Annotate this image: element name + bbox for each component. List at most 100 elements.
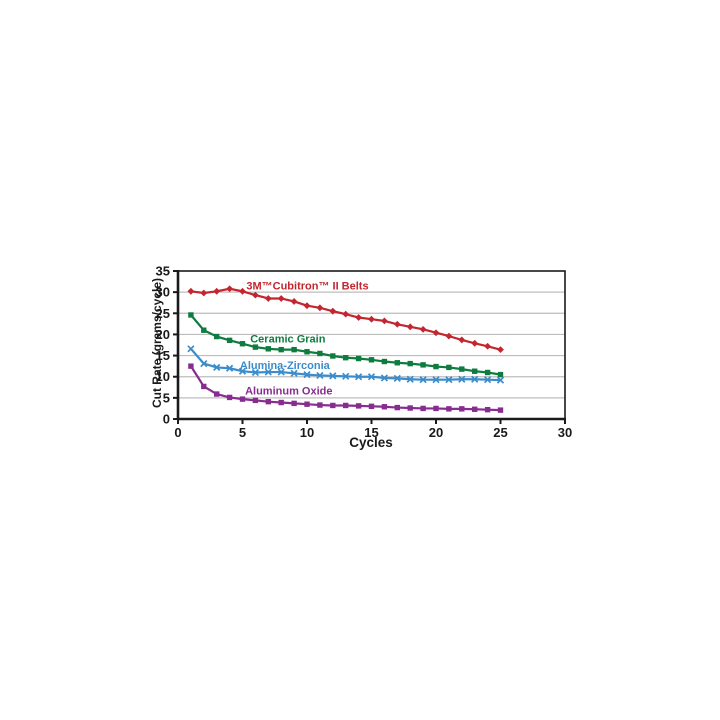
series-marker (342, 372, 350, 380)
x-tick-label-25: 25 (493, 425, 507, 440)
series-marker (303, 370, 311, 379)
series-marker (304, 401, 310, 407)
series-marker (252, 397, 259, 404)
series-marker (483, 376, 492, 384)
series-marker (432, 376, 440, 384)
y-tick-label-25: 25 (156, 306, 170, 321)
series-marker (471, 375, 479, 383)
x-tick-label-0: 0 (174, 425, 181, 440)
series-label: Ceramic Grain (250, 333, 325, 345)
series-marker (355, 403, 362, 409)
series-marker (471, 339, 479, 347)
series-marker (187, 345, 195, 353)
series-marker (380, 374, 389, 382)
series-marker (355, 314, 362, 321)
series-marker (316, 304, 324, 312)
series-marker (343, 402, 349, 409)
series-marker (329, 307, 337, 315)
y-tick-label-35: 35 (156, 264, 170, 279)
series-marker (200, 360, 208, 368)
series-marker (201, 327, 207, 333)
series-marker (342, 310, 350, 318)
series-marker (497, 407, 504, 413)
x-tick-label-20: 20 (429, 425, 443, 440)
series-label: Alumina-Zirconia (240, 360, 331, 372)
series-marker (239, 341, 246, 347)
series-marker (458, 375, 466, 383)
series-marker (290, 369, 298, 377)
y-tick-label-20: 20 (156, 327, 170, 342)
series-marker (239, 396, 246, 402)
series-marker (484, 369, 491, 376)
series-marker (393, 320, 401, 328)
series-line (189, 287, 502, 351)
series-marker (316, 371, 324, 380)
series-marker (213, 363, 221, 372)
series-marker (472, 406, 478, 412)
plot-frame (177, 270, 566, 420)
series-marker (354, 373, 363, 381)
series-marker (433, 363, 439, 370)
series-marker (367, 373, 376, 381)
series-marker (188, 312, 194, 318)
y-tick-label-15: 15 (156, 348, 170, 363)
series-marker (497, 346, 504, 354)
series-marker (290, 298, 298, 305)
series-marker (368, 357, 375, 363)
y-axis-title: Cut Rate (grams/cycle) (150, 277, 164, 409)
series-marker (343, 354, 349, 361)
series-marker (226, 285, 233, 293)
series-marker (225, 364, 234, 372)
series-marker (291, 400, 297, 407)
series-marker (188, 363, 194, 369)
series-marker (419, 325, 427, 333)
series-marker (458, 336, 466, 344)
series-marker (330, 402, 336, 409)
series-marker (264, 295, 272, 302)
series-ceramic-grain: Ceramic Grain (188, 312, 504, 378)
series-marker (394, 404, 400, 411)
series-marker (330, 353, 336, 359)
series-marker (264, 368, 272, 376)
series-marker (496, 376, 505, 384)
series-marker (277, 295, 285, 302)
series-marker (329, 372, 337, 380)
x-tick-label-10: 10 (300, 425, 314, 440)
series-aluminum-oxide: Aluminum Oxide (188, 363, 504, 413)
series-marker (226, 394, 233, 401)
series-alumina-zirconia: Alumina-Zirconia (187, 345, 505, 384)
series-marker (432, 329, 440, 337)
series-marker (226, 337, 233, 344)
y-tick-label-0: 0 (163, 412, 170, 427)
x-tick-label-5: 5 (239, 425, 246, 440)
series-label: Aluminum Oxide (245, 385, 332, 397)
series-marker (406, 323, 414, 331)
series-marker (407, 360, 413, 367)
series-marker (381, 317, 388, 325)
series-marker (394, 360, 400, 366)
series-marker (445, 332, 453, 340)
series-marker (291, 346, 297, 353)
series-marker (459, 366, 465, 372)
series-marker (317, 402, 323, 408)
series-marker (238, 367, 247, 375)
series-marker (214, 391, 220, 397)
series-marker (278, 399, 284, 406)
series-marker (459, 406, 465, 412)
series-marker (201, 383, 207, 390)
series-marker (406, 375, 414, 383)
series-label: 3M™Cubitron™ II Belts (246, 281, 368, 293)
series-marker (251, 368, 260, 377)
x-axis-title: Cycles (349, 435, 393, 450)
series-marker (304, 349, 310, 355)
series-marker (200, 289, 208, 297)
series-marker (407, 405, 413, 411)
series-marker (252, 291, 259, 299)
series-line (189, 313, 502, 376)
series-3m-cubitron-ii-belts: 3M™Cubitron™ II Belts (187, 281, 504, 354)
series-marker (368, 403, 375, 410)
series-marker (265, 398, 271, 405)
series-marker (368, 315, 375, 323)
